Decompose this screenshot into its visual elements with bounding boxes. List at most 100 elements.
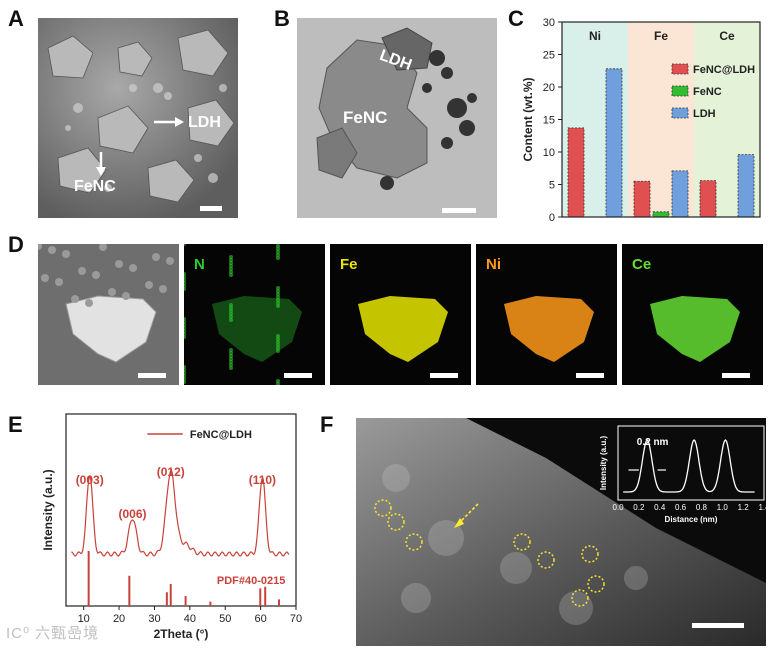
eds-map-label: N: [194, 256, 205, 273]
signal-dot: [229, 255, 233, 259]
signal-dot: [184, 284, 186, 288]
signal-dot: [184, 287, 186, 291]
signal-dot: [276, 334, 280, 338]
signal-dot: [229, 267, 233, 271]
panel-letter-f: F: [320, 412, 334, 437]
background-particle: [41, 274, 49, 282]
signal-dot: [184, 320, 186, 324]
signal-dot: [184, 275, 186, 279]
legend-swatch: [671, 107, 689, 119]
signal-dot: [184, 272, 186, 276]
signal-dot: [276, 382, 280, 385]
fenc-label-b: FeNC: [343, 108, 388, 127]
scale-bar-d: [576, 373, 604, 378]
legend-swatch: [671, 85, 689, 97]
signal-dot: [184, 281, 186, 285]
signal-dot: [276, 349, 280, 353]
atom-circle: [587, 575, 605, 593]
inset-x-tick-label: 0.6: [675, 503, 687, 512]
signal-dot: [276, 244, 280, 248]
background-particle: [108, 288, 116, 296]
background-particle: [92, 271, 100, 279]
eds-map-label: Ce: [632, 256, 652, 273]
direction-arrowhead: [454, 518, 464, 528]
signal-dot: [276, 292, 280, 296]
signal-dot: [229, 270, 233, 274]
eds-map: [184, 244, 325, 385]
peak-label: (006): [119, 507, 147, 521]
signal-dot: [184, 317, 186, 321]
background-particle: [78, 267, 86, 275]
scale-bar-b: [442, 208, 476, 213]
scale-bar-d: [284, 373, 312, 378]
eds-map-texture: [38, 244, 174, 363]
signal-dot: [229, 309, 233, 313]
y-tick-label: 10: [543, 147, 555, 159]
plot-frame: [65, 413, 297, 607]
x-tick-label: 30: [148, 613, 160, 625]
y-tick-label: 25: [543, 50, 555, 62]
scale-bar-d: [722, 373, 750, 378]
signal-dot: [229, 303, 233, 307]
legend-label: FeNC@LDH: [190, 429, 252, 441]
haadf-texture-f: [356, 418, 766, 646]
inset-x-tick-label: 0.8: [696, 503, 708, 512]
y-tick-label: 5: [549, 180, 555, 192]
bar: [737, 154, 755, 218]
atom-circles-f: [374, 499, 605, 607]
atom-circle: [374, 499, 392, 517]
background-particle: [48, 246, 56, 254]
atom-circle: [581, 545, 599, 563]
category-label: Ni: [589, 29, 601, 43]
inset-y-axis-label: Intensity (a.u.): [599, 436, 608, 491]
bar: [567, 127, 585, 218]
signal-dot: [184, 374, 186, 378]
y-tick-label: 30: [543, 17, 555, 29]
reference-label: PDF#40-0215: [217, 575, 286, 587]
bar-chart-c: Ni Fe Ce 0 5 10 15 20 25 30 Content (wt.%) FeNC@LDH…: [521, 17, 761, 224]
sem-image-a: LDH FeNC: [38, 18, 238, 218]
x-axis-label: 2Theta (°): [154, 627, 209, 641]
xrd-curve: [71, 468, 290, 557]
signal-dot: [276, 253, 280, 257]
eds-map: [476, 244, 617, 385]
signal-dot: [184, 326, 186, 330]
signal-dot: [229, 351, 233, 355]
profile-curve: [623, 438, 755, 493]
signal-dot: [229, 366, 233, 370]
category-label: Ce: [719, 29, 735, 43]
panel-letter-d: D: [8, 232, 24, 257]
background-particle: [152, 253, 160, 261]
tem-image-b: LDH FeNC: [297, 18, 497, 218]
background-particle: [62, 250, 70, 258]
legend-label: FeNC@LDH: [693, 64, 755, 76]
signal-dot: [276, 298, 280, 302]
signal-dot: [184, 368, 186, 372]
arrows-a: [96, 117, 184, 176]
signal-dot: [276, 379, 280, 383]
scale-bar-f: [692, 623, 744, 628]
xrd-chart-e: FeNC@LDH (003) (006) (012) (110) PDF#40-0215 1…: [41, 413, 302, 641]
background-particle: [71, 295, 79, 303]
signal-dot: [276, 286, 280, 290]
x-tick-label: 20: [113, 613, 125, 625]
inset-x-tick-label: 1.4: [758, 503, 768, 512]
y-tick-label: 15: [543, 115, 555, 127]
signal-dot: [184, 323, 186, 327]
signal-dot: [229, 357, 233, 361]
x-tick-label: 40: [184, 613, 196, 625]
scale-bar-a: [200, 206, 222, 211]
particle-shape: [65, 295, 157, 363]
signal-dot: [184, 332, 186, 336]
signal-dot: [229, 348, 233, 352]
panel-letter-a: A: [8, 6, 24, 31]
y-tick-label: 20: [543, 82, 555, 94]
background-particle: [38, 244, 42, 250]
signal-dot: [229, 273, 233, 277]
element-signal: [212, 296, 302, 362]
sem-texture-a: [38, 18, 238, 218]
eds-map: [622, 244, 763, 385]
scale-bar-d: [138, 373, 166, 378]
atom-circle: [537, 551, 555, 569]
bar: [652, 211, 670, 218]
